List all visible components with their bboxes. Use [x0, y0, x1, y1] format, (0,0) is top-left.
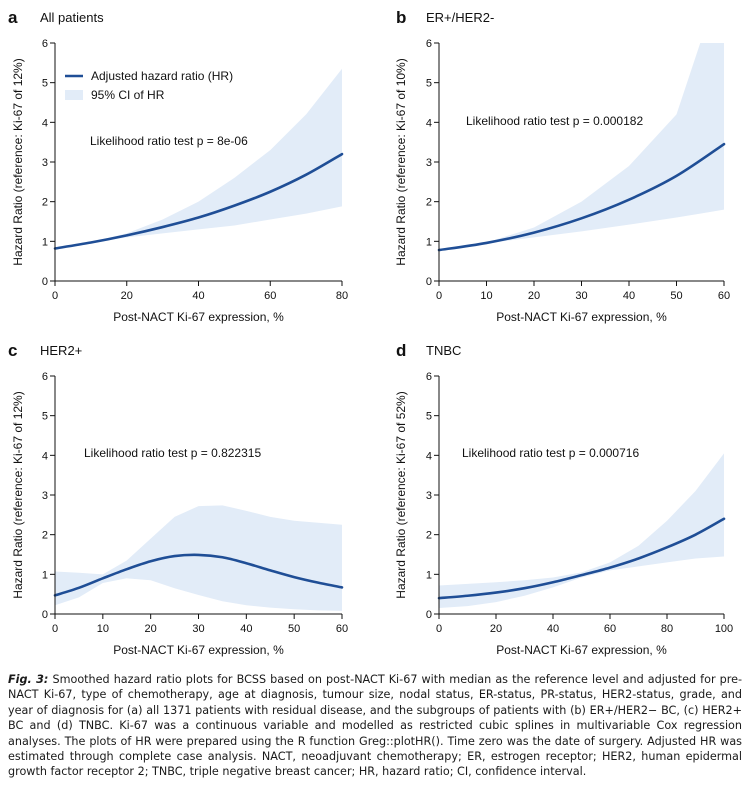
- x-tick-label: 60: [264, 290, 276, 302]
- x-tick-label: 20: [121, 290, 133, 302]
- x-tick-label: 0: [52, 290, 58, 302]
- y-axis-label: Hazard Ratio (reference: Ki-67 of 10%): [394, 58, 408, 265]
- y-tick-label: 2: [426, 197, 432, 209]
- caption-label: Fig. 3:: [8, 673, 49, 686]
- y-axis-label: Hazard Ratio (reference: Ki-67 of 12%): [11, 58, 25, 265]
- y-axis-label: Hazard Ratio (reference: Ki-67 of 12%): [11, 391, 25, 598]
- y-tick-label: 0: [426, 276, 432, 288]
- x-tick-label: 10: [97, 623, 109, 635]
- y-tick-label: 2: [42, 530, 48, 542]
- x-tick-label: 0: [436, 290, 442, 302]
- x-axis-label: Post-NACT Ki-67 expression, %: [496, 643, 667, 657]
- y-tick-label: 0: [426, 609, 432, 621]
- x-tick-label: 40: [192, 290, 204, 302]
- ci-band: [55, 505, 342, 611]
- y-tick-label: 4: [426, 117, 432, 129]
- panel-letter: b: [396, 8, 406, 27]
- panel-letter: a: [8, 8, 18, 27]
- x-axis-label: Post-NACT Ki-67 expression, %: [113, 643, 284, 657]
- x-tick-label: 40: [547, 623, 559, 635]
- ci-band: [55, 68, 342, 250]
- x-tick-label: 20: [528, 290, 540, 302]
- x-tick-label: 80: [336, 290, 348, 302]
- y-tick-label: 6: [426, 371, 432, 383]
- x-tick-label: 30: [192, 623, 204, 635]
- y-tick-label: 6: [42, 38, 48, 50]
- hr-line: [53, 553, 344, 597]
- legend-line-label: Adjusted hazard ratio (HR): [91, 69, 233, 83]
- x-tick-label: 10: [480, 290, 492, 302]
- y-tick-label: 0: [42, 609, 48, 621]
- y-tick-label: 2: [42, 197, 48, 209]
- legend-band-swatch: [65, 90, 83, 100]
- y-tick-label: 3: [42, 490, 48, 502]
- y-tick-label: 6: [42, 371, 48, 383]
- ci-band: [439, 43, 724, 251]
- y-tick-label: 4: [42, 450, 48, 462]
- y-axis-label: Hazard Ratio (reference: Ki-67 of 52%): [394, 391, 408, 598]
- hr-line: [437, 142, 726, 252]
- y-tick-label: 6: [426, 38, 432, 50]
- x-tick-label: 20: [145, 623, 157, 635]
- likelihood-annotation: Likelihood ratio test p = 0.000182: [466, 114, 643, 128]
- y-tick-label: 1: [426, 569, 432, 581]
- ci-band: [439, 453, 724, 609]
- y-tick-label: 3: [426, 490, 432, 502]
- y-tick-label: 2: [426, 530, 432, 542]
- x-tick-label: 0: [436, 623, 442, 635]
- x-tick-label: 50: [670, 290, 682, 302]
- x-tick-label: 60: [604, 623, 616, 635]
- y-tick-label: 5: [42, 411, 48, 423]
- likelihood-annotation: Likelihood ratio test p = 0.000716: [462, 446, 639, 460]
- y-tick-label: 3: [426, 157, 432, 169]
- y-tick-label: 5: [42, 78, 48, 90]
- y-tick-label: 0: [42, 276, 48, 288]
- x-axis-label: Post-NACT Ki-67 expression, %: [113, 310, 284, 324]
- hr-line: [53, 152, 344, 250]
- x-tick-label: 0: [52, 623, 58, 635]
- y-tick-label: 1: [42, 236, 48, 248]
- panel-title: TNBC: [426, 343, 461, 358]
- x-tick-label: 60: [336, 623, 348, 635]
- likelihood-annotation: Likelihood ratio test p = 8e-06: [90, 134, 248, 148]
- panel-letter: c: [8, 341, 17, 360]
- panel-title: All patients: [40, 10, 104, 25]
- x-tick-label: 40: [623, 290, 635, 302]
- panel-title: HER2+: [40, 343, 82, 358]
- y-tick-label: 1: [42, 569, 48, 581]
- hr-line: [437, 517, 726, 600]
- likelihood-annotation: Likelihood ratio test p = 0.822315: [84, 446, 261, 460]
- x-tick-label: 40: [240, 623, 252, 635]
- figure-caption: Fig. 3: Smoothed hazard ratio plots for …: [8, 672, 742, 780]
- x-tick-label: 50: [288, 623, 300, 635]
- y-tick-label: 5: [426, 78, 432, 90]
- panel-letter: d: [396, 341, 406, 360]
- y-tick-label: 4: [426, 450, 432, 462]
- y-tick-label: 3: [42, 157, 48, 169]
- y-tick-label: 1: [426, 236, 432, 248]
- y-tick-label: 5: [426, 411, 432, 423]
- legend-band-label: 95% CI of HR: [91, 88, 165, 102]
- x-tick-label: 80: [661, 623, 673, 635]
- x-axis-label: Post-NACT Ki-67 expression, %: [496, 310, 667, 324]
- caption-text: Smoothed hazard ratio plots for BCSS bas…: [8, 673, 743, 779]
- y-tick-label: 4: [42, 117, 48, 129]
- x-tick-label: 30: [575, 290, 587, 302]
- x-tick-label: 20: [490, 623, 502, 635]
- x-tick-label: 100: [715, 623, 733, 635]
- panel-title: ER+/HER2-: [426, 10, 494, 25]
- x-tick-label: 60: [718, 290, 730, 302]
